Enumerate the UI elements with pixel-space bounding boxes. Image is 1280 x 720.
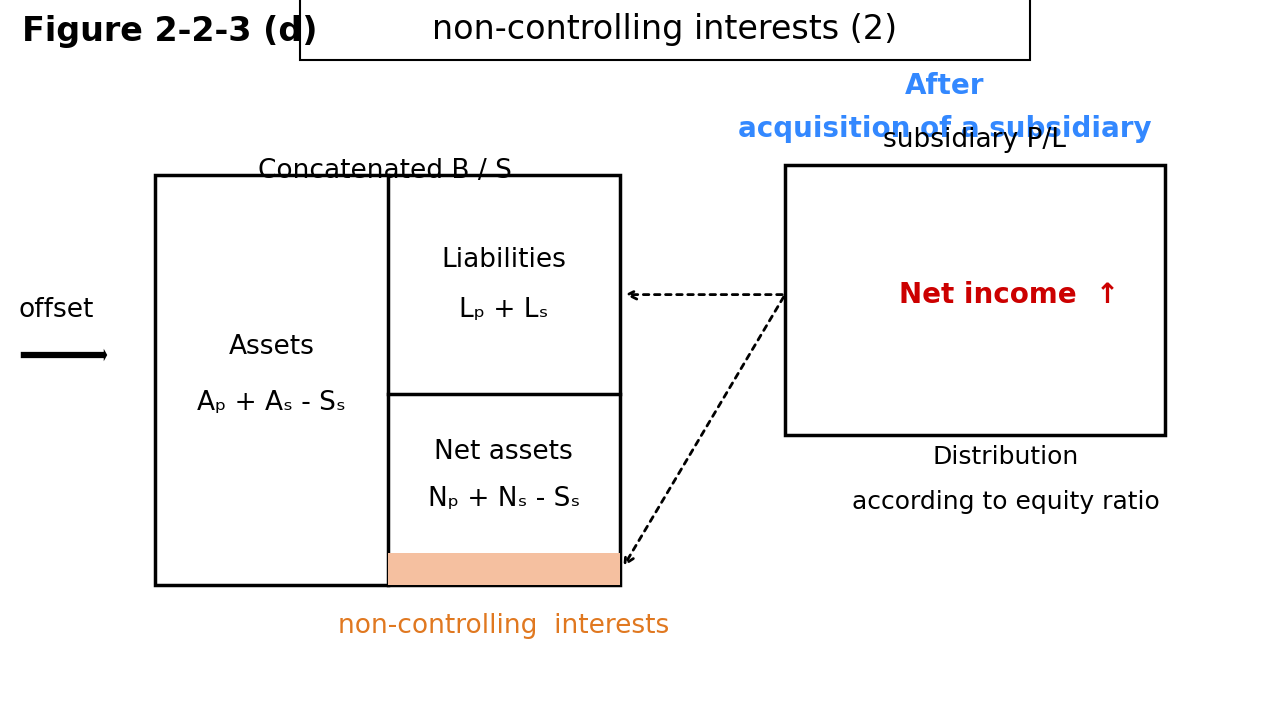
Bar <box>388 553 620 585</box>
Text: non-controlling interests (2): non-controlling interests (2) <box>433 12 897 45</box>
Text: acquisition of a subsidiary: acquisition of a subsidiary <box>739 115 1152 143</box>
Text: Assets: Assets <box>228 334 314 360</box>
Text: offset: offset <box>18 297 93 323</box>
Text: Concatenated B / S: Concatenated B / S <box>259 158 512 184</box>
Text: Lₚ + Lₛ: Lₚ + Lₛ <box>460 297 548 323</box>
Text: Net assets: Net assets <box>434 438 573 464</box>
Text: Distribution: Distribution <box>932 445 1079 469</box>
Text: Aₚ + Aₛ - Sₛ: Aₚ + Aₛ - Sₛ <box>197 390 346 416</box>
Text: Net income  ↑: Net income ↑ <box>900 281 1120 309</box>
Text: Liabilities: Liabilities <box>442 247 566 273</box>
Bar <box>300 0 1030 60</box>
Text: non-controlling  interests: non-controlling interests <box>338 613 669 639</box>
Bar <box>785 165 1165 435</box>
Text: Nₚ + Nₛ - Sₛ: Nₚ + Nₛ - Sₛ <box>428 486 580 512</box>
Text: After: After <box>905 72 984 100</box>
Text: Figure 2-2-3 (d): Figure 2-2-3 (d) <box>22 15 317 48</box>
Bar <box>155 175 620 585</box>
Text: subsidiary P/L: subsidiary P/L <box>883 127 1066 153</box>
Text: according to equity ratio: according to equity ratio <box>851 490 1160 514</box>
